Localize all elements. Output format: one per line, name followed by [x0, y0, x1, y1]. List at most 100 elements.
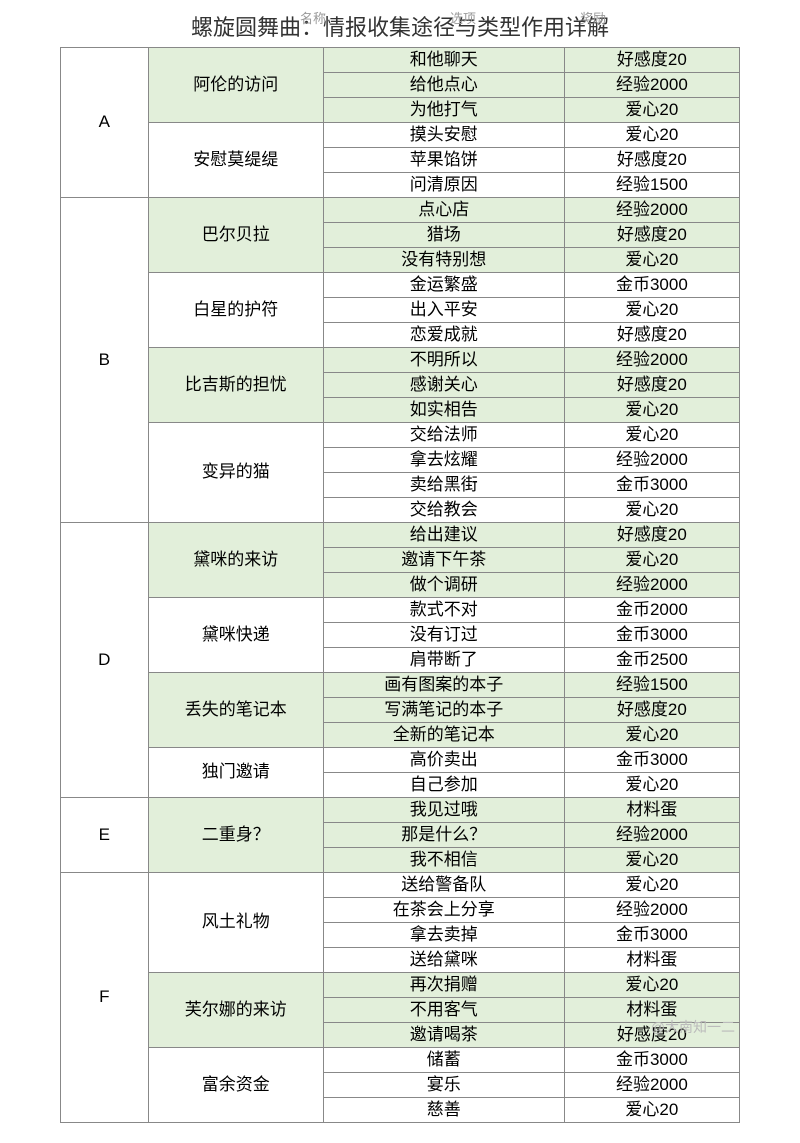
group-letter: D	[61, 523, 149, 798]
reward-cell: 好感度20	[564, 148, 739, 173]
option-cell: 感谢关心	[323, 373, 564, 398]
reward-cell: 好感度20	[564, 323, 739, 348]
option-cell: 送给黛咪	[323, 948, 564, 973]
option-cell: 和他聊天	[323, 48, 564, 73]
event-name: 比吉斯的担忧	[148, 348, 323, 423]
reward-cell: 好感度20	[564, 373, 739, 398]
table-row: 丢失的笔记本画有图案的本子经验1500	[61, 673, 740, 698]
option-cell: 我见过哦	[323, 798, 564, 823]
option-cell: 为他打气	[323, 98, 564, 123]
option-cell: 宴乐	[323, 1073, 564, 1098]
reward-cell: 爱心20	[564, 98, 739, 123]
reward-cell: 经验2000	[564, 73, 739, 98]
reward-cell: 经验2000	[564, 198, 739, 223]
option-cell: 自己参加	[323, 773, 564, 798]
event-name: 黛咪的来访	[148, 523, 323, 598]
event-name: 芙尔娜的来访	[148, 973, 323, 1048]
reward-cell: 好感度20	[564, 1023, 739, 1048]
event-name: 风土礼物	[148, 873, 323, 973]
reward-cell: 经验1500	[564, 173, 739, 198]
event-name: 白星的护符	[148, 273, 323, 348]
group-letter: F	[61, 873, 149, 1123]
option-cell: 储蓄	[323, 1048, 564, 1073]
option-cell: 交给教会	[323, 498, 564, 523]
option-cell: 那是什么？	[323, 823, 564, 848]
option-cell: 邀请下午茶	[323, 548, 564, 573]
event-name: 阿伦的访问	[148, 48, 323, 123]
reward-cell: 金币2500	[564, 648, 739, 673]
option-cell: 高价卖出	[323, 748, 564, 773]
option-cell: 全新的笔记本	[323, 723, 564, 748]
option-cell: 如实相告	[323, 398, 564, 423]
reward-cell: 经验2000	[564, 348, 739, 373]
option-cell: 金运繁盛	[323, 273, 564, 298]
reward-cell: 爱心20	[564, 773, 739, 798]
reward-cell: 爱心20	[564, 723, 739, 748]
reward-cell: 金币3000	[564, 273, 739, 298]
reward-cell: 材料蛋	[564, 948, 739, 973]
reward-cell: 金币2000	[564, 598, 739, 623]
table-row: 黛咪快递款式不对金币2000	[61, 598, 740, 623]
option-cell: 款式不对	[323, 598, 564, 623]
table-row: B巴尔贝拉点心店经验2000	[61, 198, 740, 223]
option-cell: 拿去卖掉	[323, 923, 564, 948]
reward-cell: 经验1500	[564, 673, 739, 698]
table-row: 变异的猫交给法师爱心20	[61, 423, 740, 448]
option-cell: 没有特别想	[323, 248, 564, 273]
event-name: 丢失的笔记本	[148, 673, 323, 748]
event-name: 巴尔贝拉	[148, 198, 323, 273]
event-name: 黛咪快递	[148, 598, 323, 673]
table-container: A阿伦的访问和他聊天好感度20给他点心经验2000为他打气爱心20安慰莫缇缇摸头…	[0, 47, 800, 1143]
reward-cell: 金币3000	[564, 623, 739, 648]
option-cell: 邀请喝茶	[323, 1023, 564, 1048]
reward-cell: 爱心20	[564, 848, 739, 873]
reward-cell: 好感度20	[564, 48, 739, 73]
option-cell: 再次捐赠	[323, 973, 564, 998]
option-cell: 摸头安慰	[323, 123, 564, 148]
table-row: F风土礼物送给警备队爱心20	[61, 873, 740, 898]
option-cell: 慈善	[323, 1098, 564, 1123]
reward-cell: 金币3000	[564, 923, 739, 948]
group-letter: B	[61, 198, 149, 523]
option-cell: 出入平安	[323, 298, 564, 323]
table-row: A阿伦的访问和他聊天好感度20	[61, 48, 740, 73]
option-cell: 没有订过	[323, 623, 564, 648]
reward-cell: 爱心20	[564, 248, 739, 273]
option-cell: 猎场	[323, 223, 564, 248]
reward-cell: 爱心20	[564, 548, 739, 573]
table-row: E二重身？我见过哦材料蛋	[61, 798, 740, 823]
table-row: 白星的护符金运繁盛金币3000	[61, 273, 740, 298]
option-cell: 肩带断了	[323, 648, 564, 673]
table-row: 比吉斯的担忧不明所以经验2000	[61, 348, 740, 373]
group-letter: E	[61, 798, 149, 873]
option-cell: 做个调研	[323, 573, 564, 598]
event-name: 变异的猫	[148, 423, 323, 523]
reward-cell: 好感度20	[564, 698, 739, 723]
event-name: 二重身？	[148, 798, 323, 873]
reward-cell: 经验2000	[564, 898, 739, 923]
event-name: 独门邀请	[148, 748, 323, 798]
reward-table: A阿伦的访问和他聊天好感度20给他点心经验2000为他打气爱心20安慰莫缇缇摸头…	[60, 47, 740, 1123]
table-row: 独门邀请高价卖出金币3000	[61, 748, 740, 773]
table-row: 芙尔娜的来访再次捐赠爱心20	[61, 973, 740, 998]
option-cell: 卖给黑街	[323, 473, 564, 498]
reward-cell: 经验2000	[564, 1073, 739, 1098]
reward-cell: 金币3000	[564, 1048, 739, 1073]
reward-cell: 爱心20	[564, 123, 739, 148]
page-title: 螺旋圆舞曲：情报收集途径与类型作用详解	[0, 0, 800, 47]
reward-cell: 经验2000	[564, 573, 739, 598]
table-row: 富余资金储蓄金币3000	[61, 1048, 740, 1073]
reward-cell: 材料蛋	[564, 798, 739, 823]
reward-cell: 好感度20	[564, 223, 739, 248]
reward-cell: 材料蛋	[564, 998, 739, 1023]
group-letter: A	[61, 48, 149, 198]
option-cell: 不明所以	[323, 348, 564, 373]
table-row: D黛咪的来访给出建议好感度20	[61, 523, 740, 548]
reward-cell: 金币3000	[564, 473, 739, 498]
option-cell: 画有图案的本子	[323, 673, 564, 698]
reward-cell: 经验2000	[564, 823, 739, 848]
option-cell: 在茶会上分享	[323, 898, 564, 923]
option-cell: 写满笔记的本子	[323, 698, 564, 723]
option-cell: 拿去炫耀	[323, 448, 564, 473]
option-cell: 我不相信	[323, 848, 564, 873]
